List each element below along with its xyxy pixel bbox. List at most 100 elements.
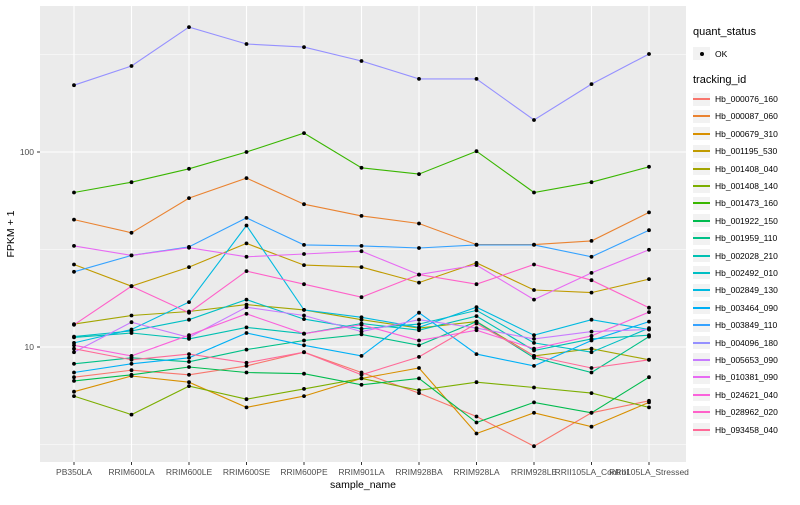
- data-point: [72, 343, 76, 348]
- legend-line-swatch: [693, 376, 710, 379]
- data-point: [302, 371, 306, 376]
- legend: quant_status OK tracking_id Hb_000076_16…: [693, 26, 799, 438]
- legend-item-label: Hb_003464_090: [715, 302, 778, 313]
- data-point: [244, 305, 249, 310]
- data-point: [187, 355, 191, 360]
- data-point: [589, 370, 594, 375]
- data-point: [589, 180, 594, 185]
- legend-item-label: OK: [715, 48, 728, 59]
- legend-line-swatch: [693, 115, 710, 118]
- data-point: [244, 150, 249, 154]
- data-point: [589, 317, 594, 322]
- legend-item-Hb_005653_090: Hb_005653_090: [693, 351, 799, 368]
- legend-line-swatch: [693, 428, 710, 431]
- legend-key-box: [693, 353, 710, 367]
- legend-key-box: [693, 196, 710, 210]
- data-point: [359, 165, 364, 170]
- data-point: [244, 216, 249, 220]
- data-point: [474, 149, 479, 154]
- data-point: [187, 300, 191, 304]
- data-point: [187, 317, 191, 322]
- data-point: [72, 334, 76, 339]
- data-point: [187, 196, 191, 201]
- data-point: [72, 262, 76, 267]
- data-point: [244, 325, 249, 330]
- data-point: [359, 59, 364, 63]
- data-point: [129, 180, 134, 185]
- data-point: [474, 380, 479, 385]
- data-point: [589, 410, 594, 415]
- data-point: [129, 412, 134, 417]
- legend-item-label: Hb_001959_110: [715, 233, 778, 244]
- legend-key-box: [693, 318, 710, 332]
- data-point: [359, 372, 364, 377]
- data-point: [474, 305, 479, 310]
- data-point: [129, 320, 134, 325]
- y-tick-label: 100: [20, 147, 34, 157]
- data-point: [532, 410, 536, 415]
- data-point: [302, 243, 306, 247]
- data-point: [187, 166, 191, 171]
- legend-line-swatch: [693, 341, 710, 344]
- data-point: [302, 252, 306, 256]
- data-point: [532, 346, 536, 351]
- data-point: [129, 284, 134, 289]
- data-point: [417, 355, 421, 359]
- data-point: [532, 288, 536, 292]
- data-point: [589, 334, 594, 338]
- x-axis-title: sample_name: [330, 479, 396, 491]
- data-point: [72, 217, 76, 222]
- legend-line-swatch: [693, 306, 710, 309]
- legend-key-box: [693, 214, 710, 228]
- legend-item-Hb_002028_210: Hb_002028_210: [693, 247, 799, 264]
- data-point: [532, 333, 536, 338]
- data-point: [302, 45, 306, 49]
- x-tick-label: RRIM600LA: [108, 467, 155, 477]
- data-point: [302, 387, 306, 391]
- data-point: [532, 341, 536, 345]
- data-point: [589, 424, 594, 429]
- data-point: [589, 346, 594, 351]
- legend-key-box: [693, 144, 710, 158]
- data-point: [647, 277, 651, 281]
- data-point: [359, 214, 364, 218]
- data-point: [589, 338, 594, 343]
- legend-item-Hb_001473_160: Hb_001473_160: [693, 195, 799, 212]
- data-point: [647, 333, 651, 338]
- legend-line-swatch: [693, 254, 710, 257]
- data-point: [244, 311, 249, 316]
- data-point: [187, 352, 191, 356]
- data-point: [359, 315, 364, 320]
- data-point: [647, 52, 651, 56]
- legend-item-Hb_010381_090: Hb_010381_090: [693, 369, 799, 386]
- data-point: [244, 331, 249, 335]
- data-point: [417, 325, 421, 330]
- legend-key-box: [693, 405, 710, 419]
- data-point: [417, 172, 421, 177]
- legend-item-ok: OK: [693, 45, 799, 62]
- legend-line-swatch: [693, 150, 710, 153]
- legend-item-label: Hb_000679_310: [715, 128, 778, 139]
- data-point: [244, 405, 249, 410]
- legend-item-label: Hb_005653_090: [715, 354, 778, 365]
- data-point: [589, 391, 594, 395]
- data-point: [474, 282, 479, 287]
- data-point: [589, 271, 594, 275]
- data-point: [417, 388, 421, 393]
- data-point: [244, 269, 249, 273]
- data-point: [417, 366, 421, 370]
- legend-item-Hb_000076_160: Hb_000076_160: [693, 90, 799, 107]
- legend-item-Hb_002849_130: Hb_002849_130: [693, 282, 799, 299]
- legend-item-label: Hb_010381_090: [715, 372, 778, 383]
- data-point: [129, 361, 134, 366]
- data-point: [72, 361, 76, 366]
- legend-line-swatch: [693, 271, 710, 274]
- data-point: [474, 321, 479, 326]
- data-point: [244, 176, 249, 181]
- data-point: [302, 131, 306, 136]
- legend-key-box: [693, 301, 710, 315]
- data-point: [532, 262, 536, 267]
- legend-line-swatch: [693, 185, 710, 188]
- y-tick-label: 10: [25, 342, 35, 352]
- data-point: [589, 366, 594, 370]
